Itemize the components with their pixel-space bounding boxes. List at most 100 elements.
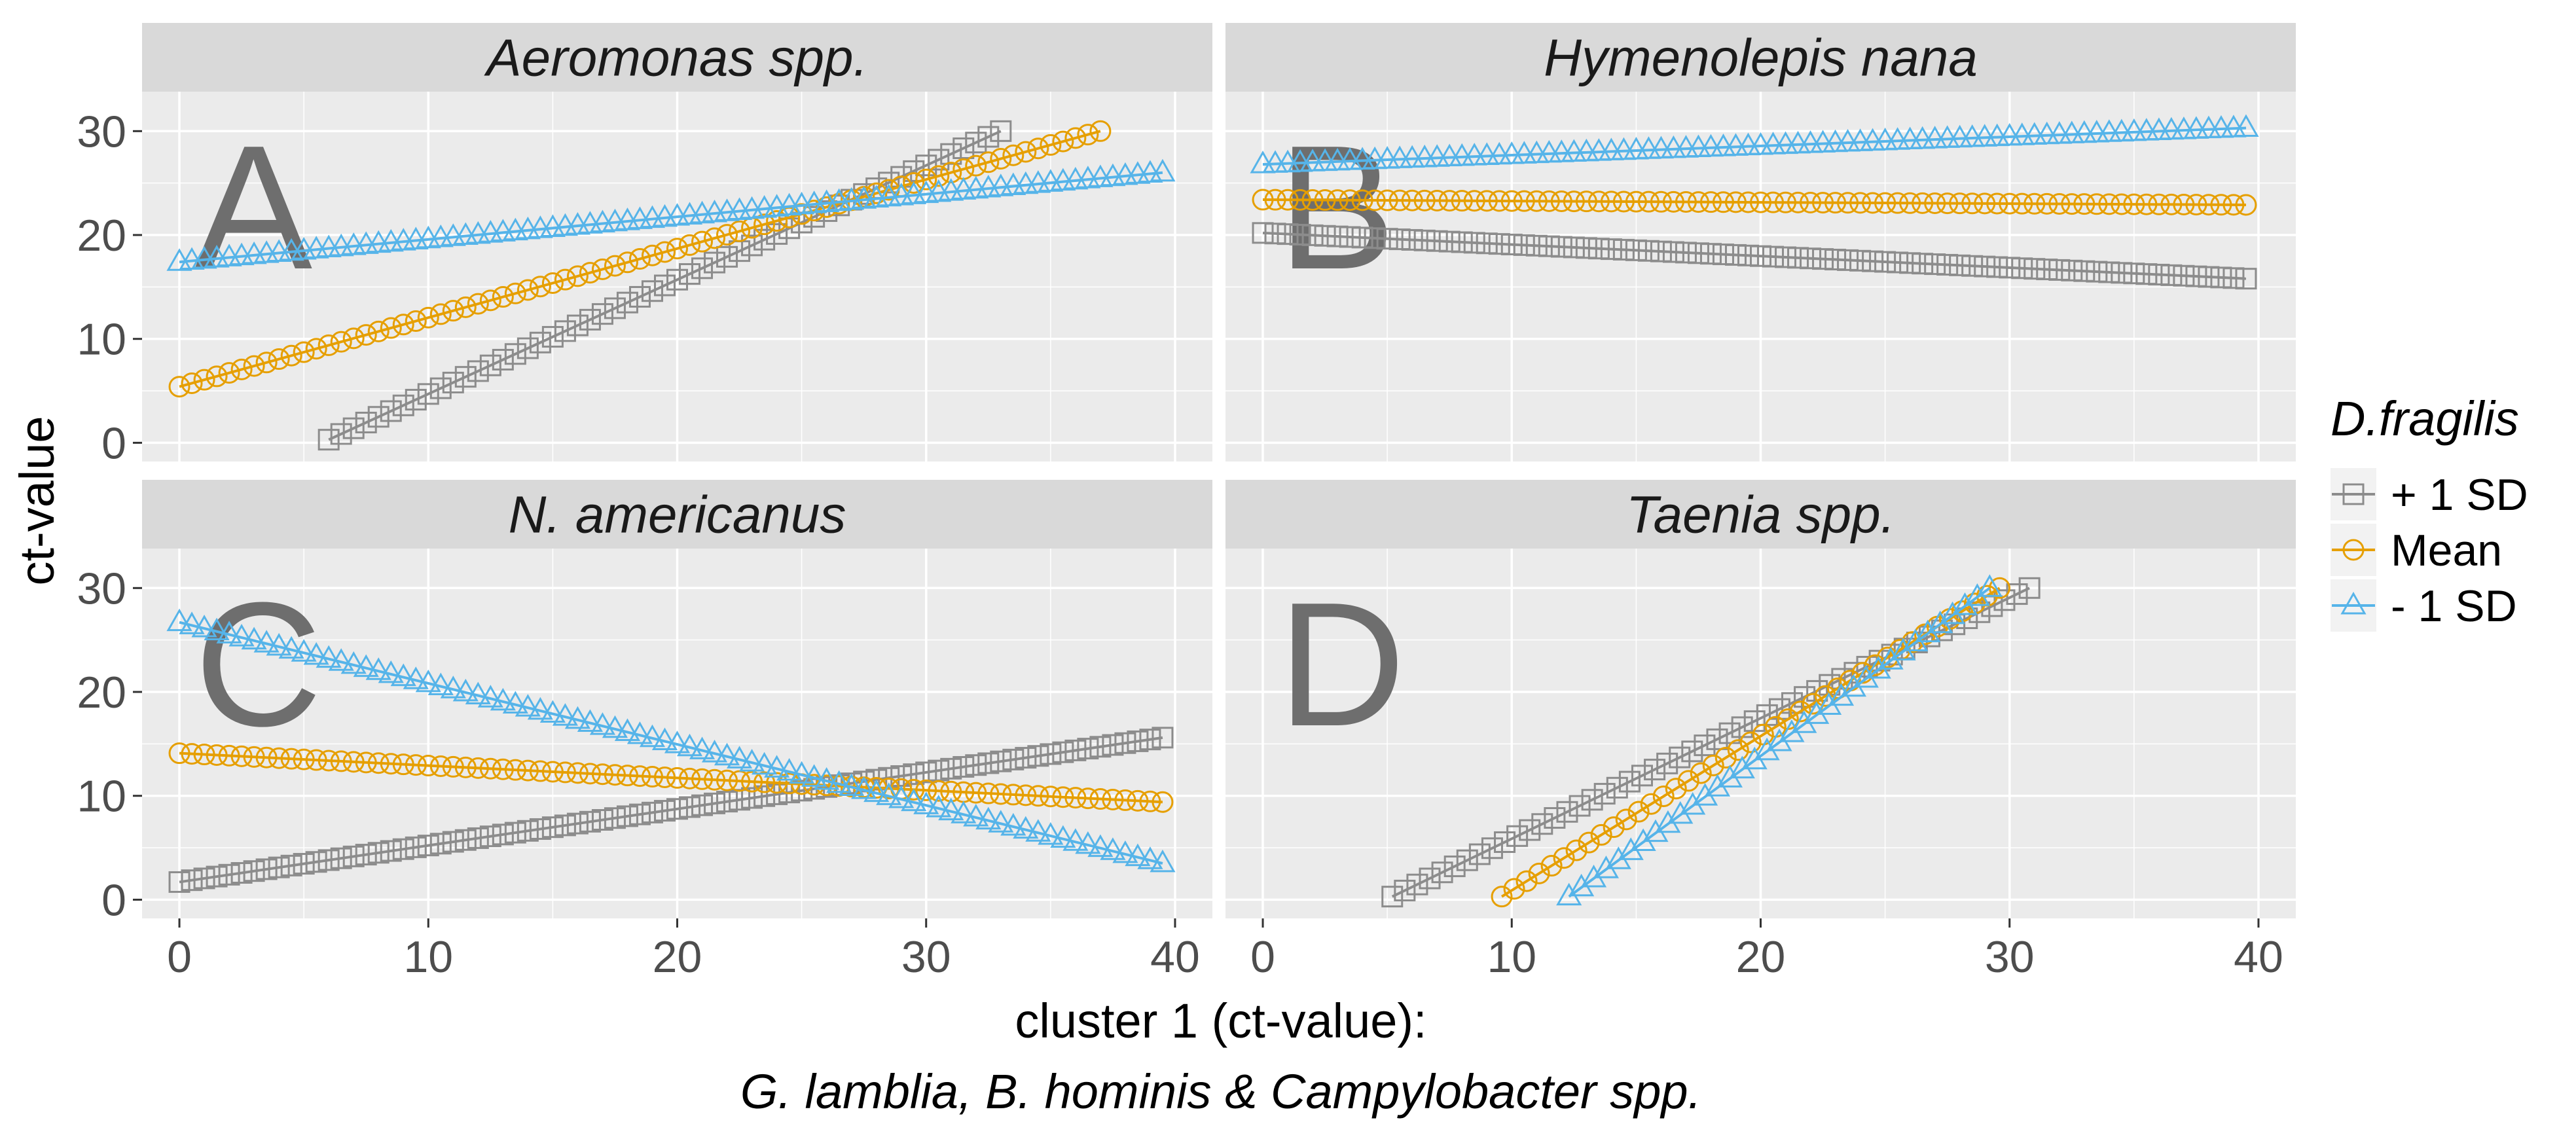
data-point xyxy=(293,748,315,770)
data-point xyxy=(1339,226,1361,248)
data-point xyxy=(1690,762,1712,784)
data-point xyxy=(1986,256,2008,278)
data-point xyxy=(1025,819,1051,842)
data-point xyxy=(628,803,651,825)
data-point xyxy=(1656,752,1678,774)
data-point xyxy=(752,751,778,775)
data-point xyxy=(753,228,776,251)
data-point xyxy=(529,760,551,782)
data-point xyxy=(1712,244,1734,266)
data-point xyxy=(903,160,925,182)
data-point xyxy=(1139,790,1161,812)
data-point xyxy=(1525,234,1548,257)
data-point xyxy=(776,758,803,781)
data-point xyxy=(1612,190,1635,213)
x-axis-title: cluster 1 (ct-value): xyxy=(1015,994,1426,1048)
legend-entry: + 1 SD xyxy=(2331,468,2528,520)
data-point xyxy=(504,822,526,844)
data-point xyxy=(1687,191,1709,213)
data-point xyxy=(1301,189,1324,211)
data-point xyxy=(1600,190,1622,213)
data-point xyxy=(305,338,327,360)
data-point xyxy=(405,754,427,776)
data-point xyxy=(454,829,477,851)
data-point xyxy=(179,611,205,634)
data-point xyxy=(1544,807,1566,829)
data-point xyxy=(440,676,466,698)
data-point xyxy=(952,756,975,778)
y-tick-label: 30 xyxy=(77,564,126,613)
data-point xyxy=(641,280,663,302)
data-point xyxy=(2135,263,2158,285)
data-point xyxy=(940,162,962,184)
data-point xyxy=(1426,230,1448,252)
data-point xyxy=(1538,235,1560,257)
data-point xyxy=(193,369,215,391)
data-point xyxy=(1388,228,1411,251)
data-point xyxy=(367,752,390,774)
data-point xyxy=(429,755,452,777)
data-point xyxy=(1999,192,2021,215)
data-point xyxy=(616,805,638,827)
data-point xyxy=(1451,231,1473,253)
data-point xyxy=(2036,192,2058,215)
data-point xyxy=(679,234,701,256)
data-point xyxy=(564,706,590,729)
data-point xyxy=(616,251,638,274)
data-point xyxy=(1426,189,1448,211)
data-point xyxy=(1351,189,1373,211)
data-point xyxy=(1451,190,1473,212)
data-point xyxy=(1002,784,1025,806)
data-point xyxy=(367,842,390,864)
panel-letter: D xyxy=(1278,566,1406,763)
data-point xyxy=(1849,249,1872,272)
data-point xyxy=(626,721,653,744)
data-point xyxy=(1513,234,1535,256)
panel-letter: A xyxy=(194,109,313,306)
data-point xyxy=(1800,247,1822,270)
data-point xyxy=(653,766,676,788)
data-point xyxy=(1064,787,1087,809)
data-point xyxy=(1612,238,1635,261)
data-point xyxy=(1531,813,1553,835)
data-point xyxy=(230,745,253,767)
data-point xyxy=(951,801,977,823)
data-point xyxy=(442,831,464,853)
legend-label: - 1 SD xyxy=(2391,581,2517,631)
data-point xyxy=(554,320,576,342)
data-point xyxy=(1491,886,1513,908)
data-point xyxy=(1064,739,1087,761)
data-point xyxy=(1481,837,1503,859)
data-point xyxy=(1137,846,1163,869)
data-point xyxy=(2061,259,2083,281)
data-point xyxy=(689,736,716,759)
data-point xyxy=(1887,192,1909,214)
legend-entry: Mean xyxy=(2331,524,2502,576)
data-point xyxy=(1739,731,1762,753)
data-point xyxy=(517,337,539,359)
data-point xyxy=(604,255,626,277)
data-point xyxy=(691,257,714,280)
data-point xyxy=(1625,190,1647,213)
data-point xyxy=(2135,193,2158,215)
data-point xyxy=(405,389,427,411)
data-point xyxy=(1077,787,1099,810)
data-point xyxy=(616,291,638,314)
data-point xyxy=(1127,730,1149,752)
data-point xyxy=(1662,241,1684,263)
data-point xyxy=(704,792,726,814)
data-point xyxy=(579,262,601,284)
data-point xyxy=(2023,192,2046,215)
data-point xyxy=(1550,190,1572,212)
data-point xyxy=(1406,873,1428,895)
data-point xyxy=(1488,190,1510,212)
data-point xyxy=(1640,793,1662,815)
data-point xyxy=(1314,225,1336,247)
data-point xyxy=(168,376,190,398)
data-point xyxy=(704,227,726,249)
data-point xyxy=(990,120,1012,142)
series-triangle xyxy=(166,608,1176,873)
data-point xyxy=(1351,226,1373,249)
panel-b: Hymenolepis nana B xyxy=(1225,23,2296,461)
x-tick-label: 30 xyxy=(901,932,951,982)
